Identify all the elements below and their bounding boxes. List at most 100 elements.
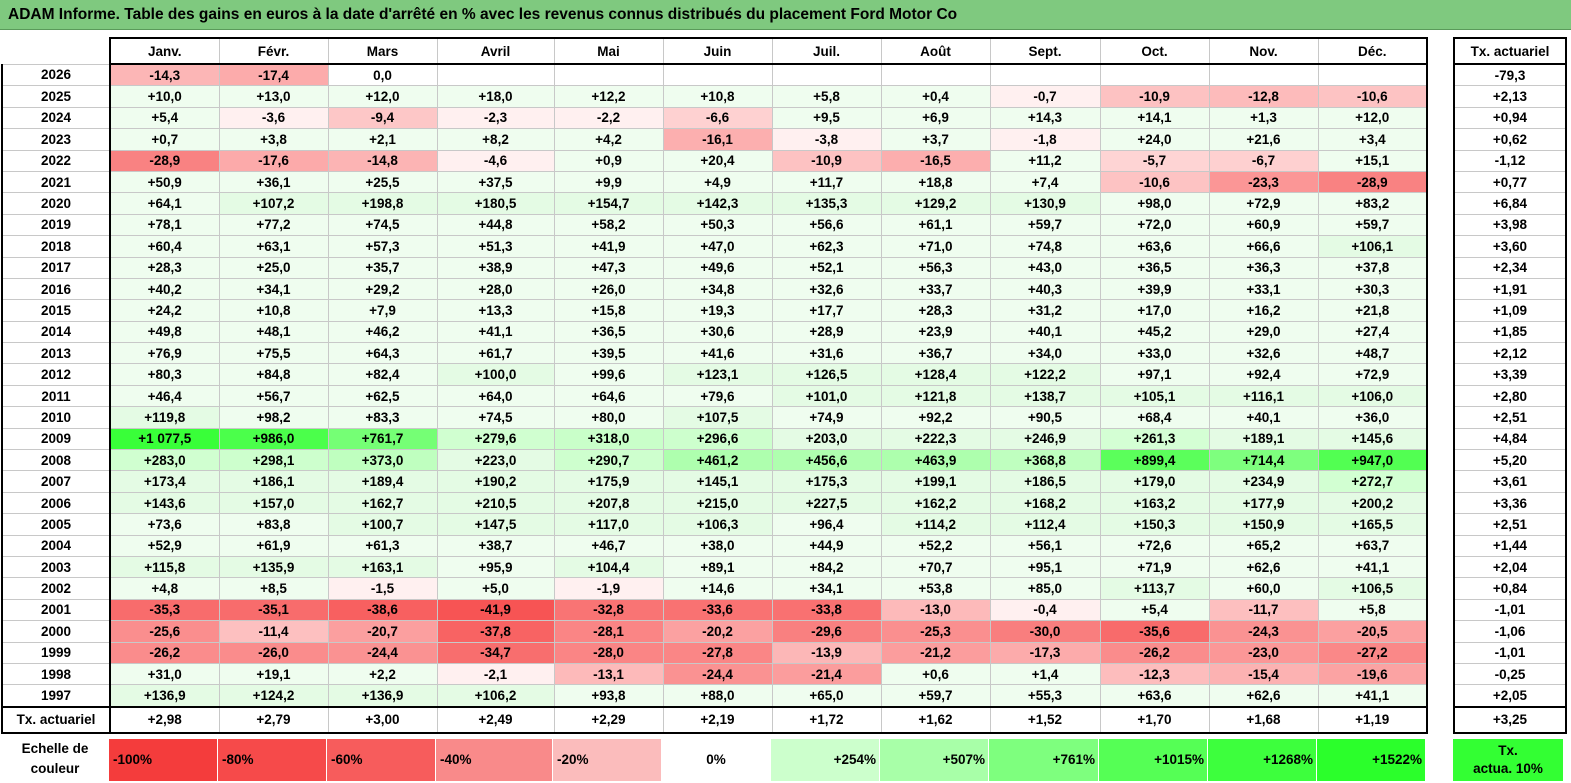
gain-cell: -26,0	[218, 641, 329, 664]
rate-table: Tx. actuariel -79,3 +2,13 +0,94 +0,62 -1,12 +…	[1453, 37, 1567, 734]
rate-row: +2,51	[1453, 406, 1567, 429]
gain-cell: -26,2	[1099, 641, 1210, 664]
gain-cell: -20,5	[1317, 620, 1428, 643]
month-header-4: Avril	[436, 37, 555, 65]
gain-cell: +84,2	[771, 555, 882, 579]
rate-cell: +1,44	[1453, 534, 1567, 557]
gain-cell: +203,0	[771, 427, 882, 451]
rate-cell: +2,05	[1453, 684, 1567, 708]
gain-cell: +71,0	[880, 235, 991, 258]
rate-row: +4,84	[1453, 427, 1567, 451]
year-cell: 1999	[1, 641, 111, 664]
gain-cell: +62,6	[1208, 684, 1319, 708]
rate-cell: +0,77	[1453, 170, 1567, 194]
gain-cell: 0,0	[327, 63, 438, 87]
gain-cell: -9,4	[327, 106, 438, 130]
gain-cell: +8,2	[436, 128, 555, 151]
gain-cell: +215,0	[662, 491, 773, 515]
rate-cell: +3,61	[1453, 470, 1567, 493]
gain-cell: +121,8	[880, 384, 991, 408]
table-row: 2024 +5,4 -3,6 -9,4 -2,3 -2,2 -6,6 +9,5 +6,9 +14,…	[1, 106, 1428, 130]
gain-cell: +57,3	[327, 235, 438, 258]
gain-cell: +283,0	[109, 449, 220, 472]
gain-cell: -1,5	[327, 577, 438, 600]
gain-cell: +36,3	[1208, 256, 1319, 279]
rate-cell: +3,60	[1453, 235, 1567, 258]
table-row: 2023 +0,7 +3,8 +2,1 +8,2 +4,2 -16,1 -3,8 +3,7 -1,…	[1, 128, 1428, 151]
gain-cell: +7,9	[327, 299, 438, 322]
gain-cell: +899,4	[1099, 449, 1210, 472]
gain-cell: -35,1	[218, 598, 329, 622]
rate-cell: +6,84	[1453, 192, 1567, 215]
gain-cell: +84,8	[218, 363, 329, 386]
gain-cell: -2,2	[553, 106, 664, 130]
gain-cell: +34,1	[771, 577, 882, 600]
gain-cell: -10,9	[1099, 85, 1210, 108]
gain-cell: -20,2	[662, 620, 773, 643]
gain-cell	[880, 63, 991, 87]
gain-cell: +112,4	[989, 513, 1101, 536]
gain-cell: +107,5	[662, 406, 773, 429]
gain-cell: -2,1	[436, 662, 555, 686]
gain-cell: +53,8	[880, 577, 991, 600]
color-scale-label-line2: couleur	[30, 761, 80, 776]
gain-cell: +100,0	[436, 363, 555, 386]
gain-cell: +50,9	[109, 170, 220, 194]
year-cell: 2020	[1, 192, 111, 215]
gain-cell: +113,7	[1099, 577, 1210, 600]
rate-row: +0,77	[1453, 170, 1567, 194]
rate-cell: +2,04	[1453, 555, 1567, 579]
gain-cell: +74,5	[436, 406, 555, 429]
total-cell: +3,00	[327, 705, 438, 734]
gain-cell: +8,5	[218, 577, 329, 600]
table-row: 2022 -28,9 -17,6 -14,8 -4,6 +0,9 +20,4 -10,9 -16…	[1, 149, 1428, 172]
report-title: ADAM Informe. Table des gains en euros à…	[0, 0, 1571, 30]
gain-cell: -10,9	[771, 149, 882, 172]
gain-cell: +41,9	[553, 235, 664, 258]
gain-cell: +72,6	[1099, 534, 1210, 557]
gain-cell: -32,8	[553, 598, 664, 622]
rate-cell: +2,51	[1453, 513, 1567, 536]
year-cell: 2004	[1, 534, 111, 557]
gain-cell: +947,0	[1317, 449, 1428, 472]
gain-cell: +41,1	[1317, 684, 1428, 708]
gain-cell: +50,3	[662, 213, 773, 237]
gain-cell: -14,3	[109, 63, 220, 87]
rate-cell: +4,84	[1453, 427, 1567, 451]
gain-cell: +135,9	[218, 555, 329, 579]
gain-cell: +186,1	[218, 470, 329, 493]
gain-cell: +99,6	[553, 363, 664, 386]
gain-cell: +61,3	[327, 534, 438, 557]
gain-cell: +189,4	[327, 470, 438, 493]
year-cell: 2000	[1, 620, 111, 643]
gain-cell: -21,4	[771, 662, 882, 686]
gain-cell: +138,7	[989, 384, 1101, 408]
gain-cell: +163,1	[327, 555, 438, 579]
gain-cell: -6,6	[662, 106, 773, 130]
table-row: 1998 +31,0 +19,1 +2,2 -2,1 -13,1 -24,4 -21,4 +0,…	[1, 662, 1428, 686]
gain-cell: +40,2	[109, 277, 220, 301]
year-cell: 2007	[1, 470, 111, 493]
color-scale-step: -60%	[327, 739, 436, 781]
gain-cell: +115,8	[109, 555, 220, 579]
total-cell: +2,79	[218, 705, 329, 734]
gain-cell: +154,7	[553, 192, 664, 215]
gain-cell: +88,0	[662, 684, 773, 708]
gains-table: Janv. Févr. Mars Avril Mai Juin Juil. Août Sept.…	[1, 37, 1428, 734]
gain-cell	[1317, 63, 1428, 87]
color-scale-label-line1: Echelle de	[21, 741, 89, 756]
year-cell: 2012	[1, 363, 111, 386]
gain-cell: +180,5	[436, 192, 555, 215]
gain-cell: -16,5	[880, 149, 991, 172]
gain-cell: +38,0	[662, 534, 773, 557]
color-scale-label: Echelle de couleur	[1, 739, 109, 781]
rate-cell: +3,36	[1453, 491, 1567, 515]
gain-cell: +3,7	[880, 128, 991, 151]
gain-cell: -10,6	[1099, 170, 1210, 194]
rate-row: +2,04	[1453, 555, 1567, 579]
gain-cell: -28,9	[1317, 170, 1428, 194]
gain-cell: -13,9	[771, 641, 882, 664]
gain-cell: +10,8	[218, 299, 329, 322]
gain-cell: +11,2	[989, 149, 1101, 172]
gain-cell: +63,6	[1099, 684, 1210, 708]
